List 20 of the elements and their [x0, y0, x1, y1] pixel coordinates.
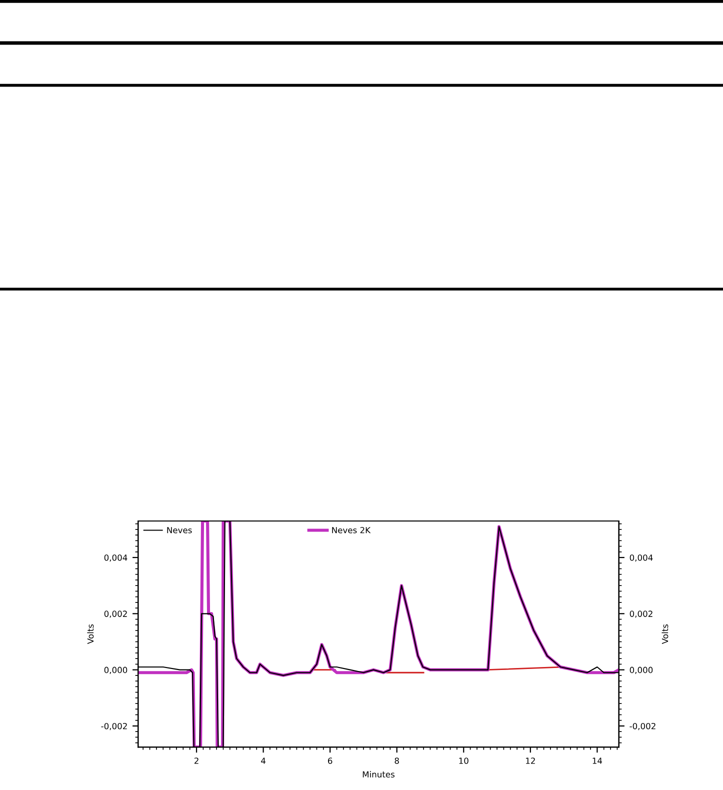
y-tick-label: 0,000 — [104, 666, 128, 674]
legend-label: Neves — [167, 527, 192, 534]
y-tick-label: 0,002 — [104, 610, 127, 618]
y2-tick-label: 0,000 — [630, 666, 653, 674]
y-tick-label: 0,004 — [104, 554, 128, 562]
legend-label: Neves 2K — [332, 526, 371, 534]
y2-tick-label: 0,004 — [630, 554, 653, 562]
x-axis-title: Minutes — [362, 771, 394, 778]
y-axis-title: Volts — [87, 624, 94, 644]
x-tick-label: 12 — [526, 758, 535, 764]
x-tick-label: 8 — [394, 758, 399, 764]
y2-tick-label: 0,002 — [630, 610, 652, 618]
x-tick-label: 6 — [328, 758, 332, 764]
x-tick-label: 14 — [592, 758, 602, 764]
x-tick-label: 10 — [459, 758, 468, 764]
y2-axis-title: Volts — [662, 624, 668, 644]
y2-tick-label: -0,002 — [630, 722, 656, 730]
y-tick-label: -0,002 — [101, 722, 127, 730]
x-tick-label: 4 — [261, 758, 266, 764]
x-tick-label: 2 — [194, 758, 198, 764]
